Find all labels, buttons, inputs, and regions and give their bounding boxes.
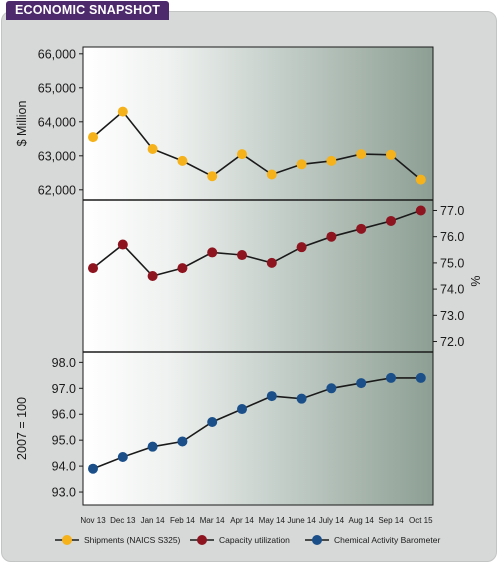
data-point bbox=[415, 174, 426, 185]
legend-swatch-marker bbox=[197, 535, 207, 545]
y-tick-label: 93.0 bbox=[52, 486, 76, 500]
data-point bbox=[177, 263, 188, 274]
plot-area-background bbox=[82, 46, 434, 506]
legend-label: Shipments (NAICS S325) bbox=[84, 535, 181, 545]
x-tick-label: Mar 14 bbox=[200, 516, 225, 525]
data-point bbox=[237, 250, 247, 261]
data-point bbox=[88, 263, 98, 274]
data-point bbox=[296, 393, 307, 404]
data-point bbox=[415, 372, 426, 383]
x-tick-label: June 14 bbox=[287, 516, 316, 525]
y-tick-label: 62,000 bbox=[38, 183, 76, 197]
x-tick-label: Nov 13 bbox=[80, 516, 106, 525]
data-point bbox=[117, 452, 128, 463]
x-tick-label: Aug 14 bbox=[349, 516, 375, 525]
x-tick-label: Feb 14 bbox=[170, 516, 195, 525]
data-point bbox=[326, 155, 337, 166]
legend-label: Capacity utilization bbox=[219, 535, 290, 545]
data-point bbox=[356, 149, 367, 160]
data-point bbox=[177, 155, 188, 166]
y-axis-label: $ Million bbox=[15, 101, 29, 147]
data-point bbox=[207, 247, 218, 258]
y-tick-label: 98.0 bbox=[52, 356, 76, 370]
data-point bbox=[266, 257, 277, 268]
data-point bbox=[147, 441, 158, 452]
data-point bbox=[266, 169, 277, 180]
data-point bbox=[207, 171, 218, 182]
legend-label: Chemical Activity Barometer bbox=[334, 535, 440, 545]
y-tick-label: 65,000 bbox=[38, 81, 76, 95]
x-tick-label: Sep 14 bbox=[378, 516, 404, 525]
data-point bbox=[237, 149, 247, 160]
data-point bbox=[147, 144, 158, 154]
data-point bbox=[296, 159, 307, 170]
data-point bbox=[237, 404, 247, 415]
x-tick-label: July 14 bbox=[319, 516, 345, 525]
data-point bbox=[356, 223, 367, 234]
y-tick-label: 77.0 bbox=[440, 204, 464, 218]
series-line bbox=[92, 377, 421, 470]
x-tick-label: Oct 15 bbox=[409, 516, 433, 525]
y-axis-label: % bbox=[469, 275, 483, 286]
data-point bbox=[207, 417, 218, 428]
y-tick-label: 96.0 bbox=[52, 408, 76, 422]
data-point bbox=[296, 242, 307, 253]
y-tick-label: 72.0 bbox=[440, 335, 464, 349]
data-point bbox=[147, 271, 158, 281]
y-tick-label: 95.0 bbox=[52, 434, 76, 448]
data-point bbox=[88, 463, 98, 474]
data-point bbox=[88, 132, 98, 143]
data-point bbox=[117, 239, 128, 250]
y-tick-label: 97.0 bbox=[52, 382, 76, 396]
y-tick-label: 64,000 bbox=[38, 115, 76, 129]
y-tick-label: 73.0 bbox=[440, 309, 464, 323]
y-tick-label: 66,000 bbox=[38, 47, 76, 61]
y-tick-label: 94.0 bbox=[52, 460, 76, 474]
y-axis-label: 2007 = 100 bbox=[15, 397, 29, 460]
series-line bbox=[92, 209, 422, 277]
y-tick-label: 63,000 bbox=[38, 149, 76, 163]
data-point bbox=[117, 106, 128, 117]
x-tick-label: Dec 13 bbox=[110, 516, 136, 525]
data-point bbox=[356, 378, 367, 389]
y-tick-label: 75.0 bbox=[440, 256, 464, 270]
data-point bbox=[326, 231, 337, 242]
legend-swatch-marker bbox=[62, 535, 72, 545]
x-tick-label: May 14 bbox=[259, 516, 286, 525]
x-tick-label: Apr 14 bbox=[230, 516, 254, 525]
data-point bbox=[266, 391, 277, 402]
data-point bbox=[386, 215, 396, 226]
data-point bbox=[415, 205, 426, 216]
chart-legend: Shipments (NAICS S325) Capacity utilizati… bbox=[55, 535, 440, 545]
data-point bbox=[386, 372, 396, 383]
data-point bbox=[326, 383, 337, 394]
y-tick-label: 74.0 bbox=[440, 283, 464, 297]
legend-swatch-marker bbox=[312, 535, 322, 545]
y-tick-label: 76.0 bbox=[440, 230, 464, 244]
snapshot-title: ECONOMIC SNAPSHOT bbox=[6, 1, 170, 20]
x-tick-label: Jan 14 bbox=[141, 516, 166, 525]
data-point bbox=[177, 436, 188, 447]
chart-marks: 62,000 63,000 64,000 65,000 66,000 $ Million 7… bbox=[15, 47, 483, 525]
data-point bbox=[386, 149, 396, 160]
